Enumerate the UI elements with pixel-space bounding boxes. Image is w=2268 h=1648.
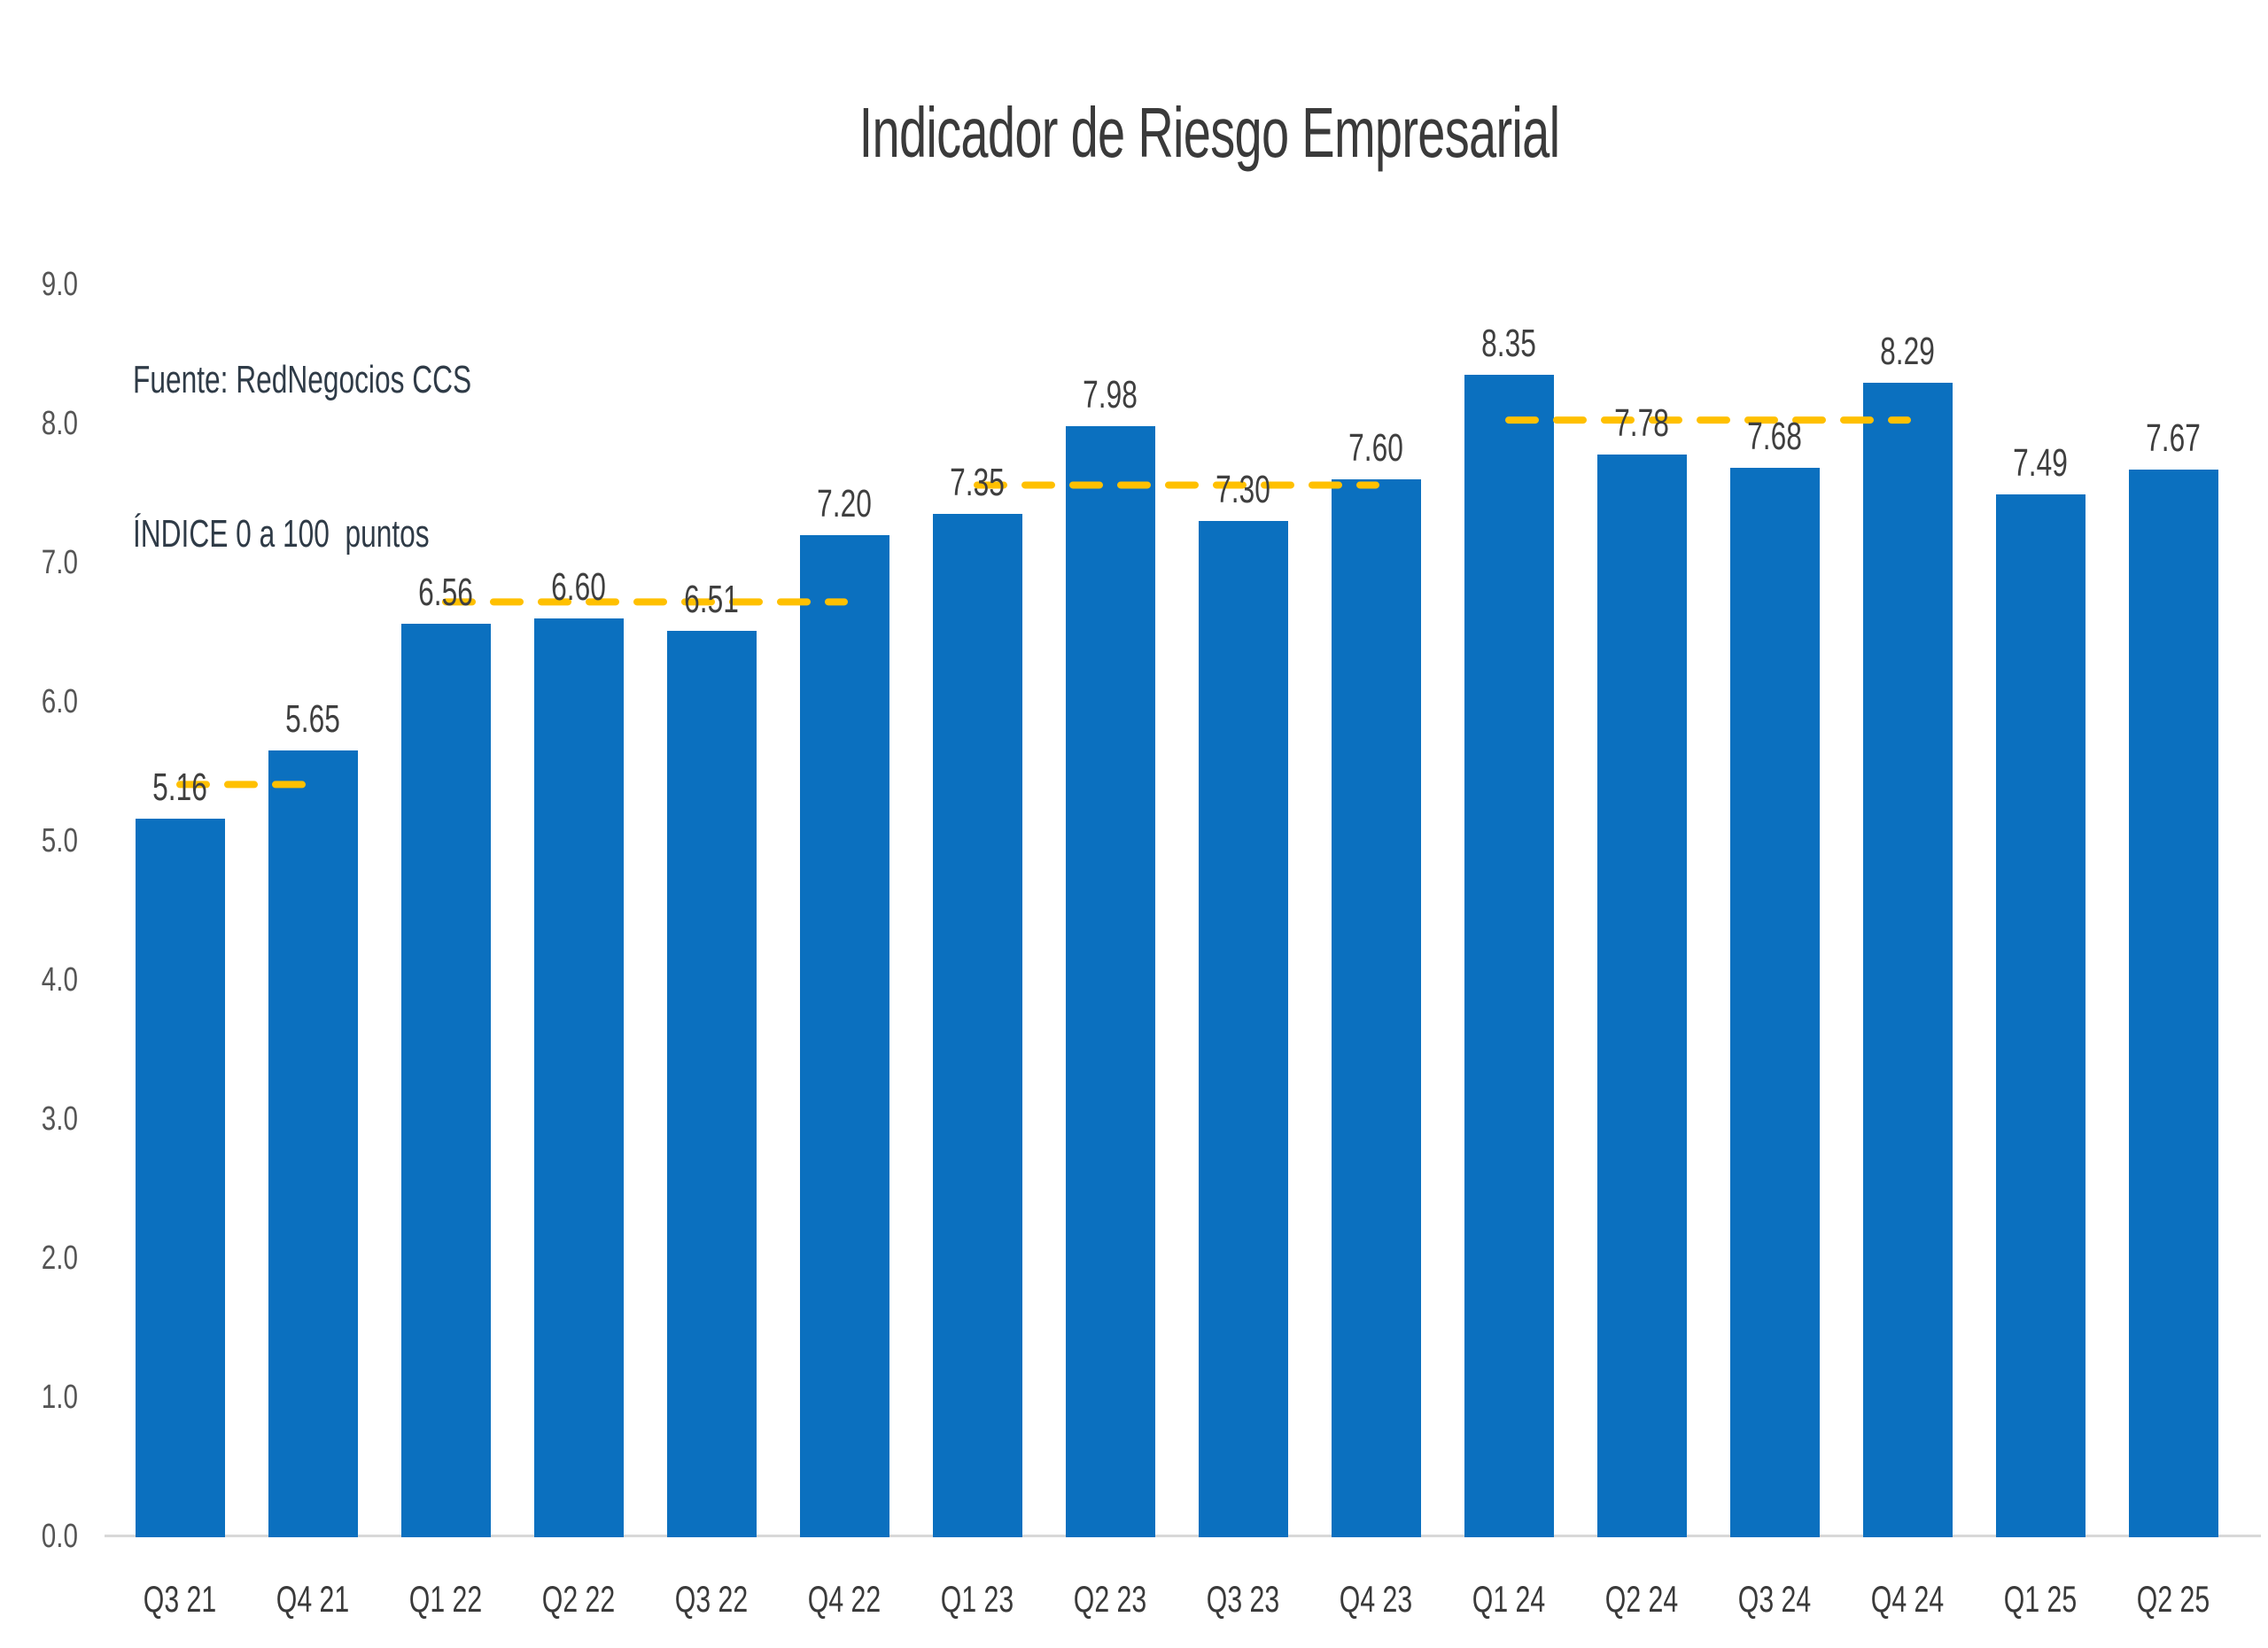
bar-value-label: 7.49 xyxy=(2013,441,2068,486)
x-axis-category-label: Q1 24 xyxy=(1472,1578,1546,1620)
source-line-1: Fuente: RedNegocios CCS xyxy=(133,358,472,401)
x-axis-category-label: Q4 21 xyxy=(276,1578,350,1620)
bar-value-label: 7.78 xyxy=(1614,400,1669,445)
x-axis-category-label: Q1 22 xyxy=(408,1578,483,1620)
bar xyxy=(1065,426,1155,1537)
x-axis-baseline xyxy=(105,1535,2261,1537)
y-axis-tick-label: 3.0 xyxy=(41,1100,78,1138)
x-axis-category-label: Q1 25 xyxy=(2003,1578,2078,1620)
bar-value-label: 7.30 xyxy=(1216,467,1270,511)
bar xyxy=(2128,469,2218,1537)
bar-value-label: 7.35 xyxy=(950,461,1005,505)
bar xyxy=(400,624,491,1537)
x-axis-category-label: Q2 24 xyxy=(1604,1578,1679,1620)
bar-value-label: 6.60 xyxy=(551,564,606,609)
y-axis-tick-label: 1.0 xyxy=(41,1379,78,1416)
bar xyxy=(533,618,624,1537)
bar-value-label: 5.65 xyxy=(285,696,340,741)
bar xyxy=(1331,478,1421,1537)
x-axis-category-label: Q3 21 xyxy=(143,1578,217,1620)
bar xyxy=(135,818,225,1537)
bar-value-label: 5.16 xyxy=(152,765,207,809)
bar xyxy=(1596,454,1687,1537)
y-axis-tick-label: 9.0 xyxy=(41,266,78,303)
bar-value-label: 7.68 xyxy=(1747,415,1802,459)
y-axis-tick-label: 0.0 xyxy=(41,1518,78,1555)
x-axis-category-label: Q3 23 xyxy=(1206,1578,1280,1620)
x-axis-category-label: Q3 24 xyxy=(1737,1578,1812,1620)
bar xyxy=(799,534,889,1537)
bar-value-label: 7.67 xyxy=(2146,416,2201,460)
x-axis-category-label: Q2 23 xyxy=(1073,1578,1147,1620)
x-axis-category-label: Q2 25 xyxy=(2136,1578,2210,1620)
x-axis-category-label: Q3 22 xyxy=(674,1578,749,1620)
y-axis-tick-label: 2.0 xyxy=(41,1240,78,1277)
x-axis-category-label: Q2 22 xyxy=(541,1578,616,1620)
bar-value-label: 7.98 xyxy=(1083,373,1138,417)
bar xyxy=(1729,468,1820,1537)
source-note: Fuente: RedNegocios CCS ÍNDICE 0 a 100 p… xyxy=(133,252,471,663)
bar xyxy=(1464,375,1554,1537)
bar xyxy=(932,514,1022,1537)
bar-value-label: 8.35 xyxy=(1481,322,1536,366)
x-axis-category-label: Q4 24 xyxy=(1870,1578,1945,1620)
y-axis-tick-label: 5.0 xyxy=(41,822,78,859)
bar xyxy=(1995,494,2085,1537)
x-axis-category-label: Q4 22 xyxy=(807,1578,882,1620)
bar-value-label: 6.56 xyxy=(418,571,473,615)
bar xyxy=(1862,383,1953,1537)
bar xyxy=(1198,520,1288,1537)
bar-value-label: 7.20 xyxy=(817,481,872,525)
source-line-2: ÍNDICE 0 a 100 puntos xyxy=(133,512,430,556)
bar-value-label: 8.29 xyxy=(1880,330,1935,374)
bar xyxy=(666,630,757,1537)
bar xyxy=(268,750,358,1537)
x-axis-category-label: Q1 23 xyxy=(940,1578,1014,1620)
x-axis-category-label: Q4 23 xyxy=(1339,1578,1413,1620)
y-axis-tick-label: 4.0 xyxy=(41,961,78,999)
y-axis-tick-label: 6.0 xyxy=(41,683,78,720)
y-axis-tick-label: 7.0 xyxy=(41,544,78,581)
bar-value-label: 7.60 xyxy=(1348,425,1403,470)
chart-title: Indicador de Riesgo Empresarial xyxy=(858,93,1560,172)
y-axis-tick-label: 8.0 xyxy=(41,405,78,442)
bar-value-label: 6.51 xyxy=(684,577,739,621)
